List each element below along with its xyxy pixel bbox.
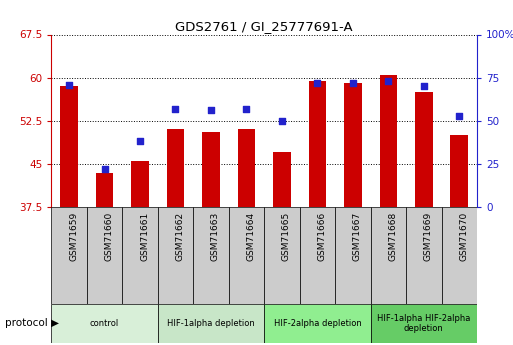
Bar (238, 129, 255, 207)
Bar (51, 304, 158, 343)
Bar (264, 304, 370, 343)
Bar (380, 75, 397, 207)
Bar (442, 207, 477, 304)
Bar (406, 207, 442, 304)
Bar (87, 207, 122, 304)
Point (242, 106, 250, 111)
Bar (158, 207, 193, 304)
Point (349, 80, 357, 86)
Text: GSM71664: GSM71664 (246, 212, 255, 261)
Bar (344, 83, 362, 207)
Point (455, 113, 463, 118)
Title: GDS2761 / GI_25777691-A: GDS2761 / GI_25777691-A (175, 20, 353, 33)
Text: GSM71665: GSM71665 (282, 212, 291, 261)
Bar (95, 172, 113, 207)
Text: GSM71666: GSM71666 (318, 212, 326, 261)
Text: HIF-2alpha depletion: HIF-2alpha depletion (273, 319, 361, 328)
Point (65, 82, 73, 87)
Text: GSM71663: GSM71663 (211, 212, 220, 261)
Text: GSM71669: GSM71669 (424, 212, 433, 261)
Bar (450, 135, 468, 207)
Point (101, 166, 109, 172)
Text: GSM71668: GSM71668 (388, 212, 398, 261)
Point (278, 118, 286, 124)
Bar (273, 152, 291, 207)
Text: GSM71661: GSM71661 (140, 212, 149, 261)
Bar (167, 129, 184, 207)
Point (420, 83, 428, 89)
Text: HIF-1alpha depletion: HIF-1alpha depletion (167, 319, 255, 328)
Bar (202, 132, 220, 207)
Text: GSM71659: GSM71659 (69, 212, 78, 261)
Bar (370, 304, 477, 343)
Point (136, 139, 144, 144)
Bar (335, 207, 370, 304)
Point (384, 78, 392, 84)
Text: GSM71660: GSM71660 (105, 212, 113, 261)
Text: GSM71662: GSM71662 (175, 212, 185, 261)
Point (313, 80, 322, 86)
Bar (370, 207, 406, 304)
Text: protocol ▶: protocol ▶ (5, 318, 59, 328)
Bar (264, 207, 300, 304)
Bar (300, 207, 335, 304)
Bar (60, 86, 78, 207)
Text: HIF-1alpha HIF-2alpha
depletion: HIF-1alpha HIF-2alpha depletion (377, 314, 470, 333)
Bar (158, 304, 264, 343)
Text: GSM71667: GSM71667 (353, 212, 362, 261)
Bar (193, 207, 229, 304)
Bar (229, 207, 264, 304)
Bar (308, 80, 326, 207)
Text: control: control (90, 319, 119, 328)
Text: GSM71670: GSM71670 (459, 212, 468, 261)
Bar (131, 161, 149, 207)
Point (171, 106, 180, 111)
Bar (51, 207, 87, 304)
Bar (122, 207, 158, 304)
Point (207, 108, 215, 113)
Bar (415, 92, 433, 207)
